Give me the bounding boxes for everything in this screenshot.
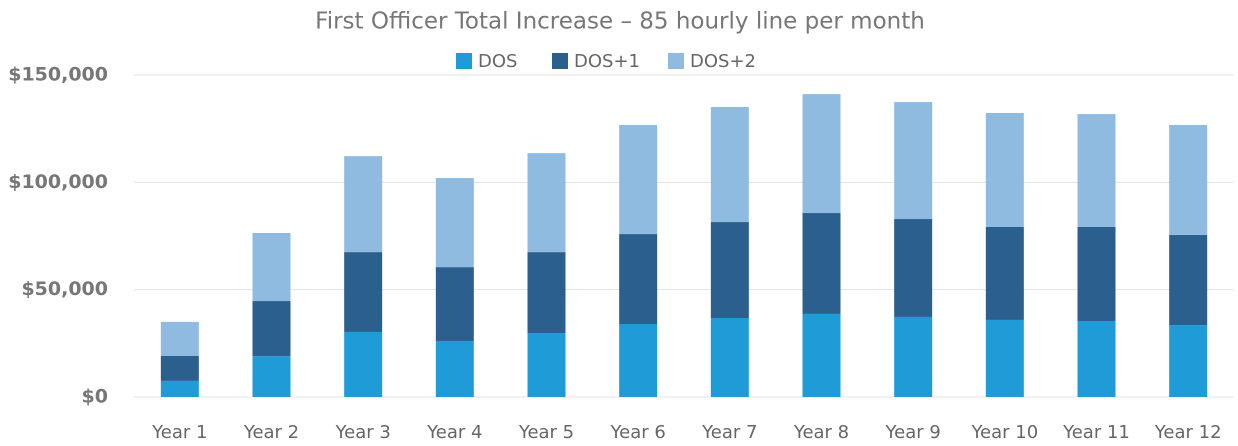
bar-segment — [985, 112, 1024, 227]
x-tick-label: Year 9 — [885, 422, 941, 443]
x-tick-label: Year 10 — [970, 422, 1038, 443]
legend-label: DOS — [478, 51, 517, 72]
bar-segment — [802, 313, 841, 397]
bar-segment — [710, 318, 749, 397]
x-tick-label: Year 12 — [1154, 422, 1222, 443]
bar-segment — [344, 252, 383, 332]
bar-segment — [160, 355, 199, 381]
bar-segment — [344, 331, 383, 397]
bar-segment — [710, 222, 749, 319]
y-tick-label: $150,000 — [8, 64, 108, 86]
x-tick-label: Year 11 — [1062, 422, 1130, 443]
legend-label: DOS+2 — [690, 51, 756, 72]
bar-segment — [160, 380, 199, 397]
bar-segment — [802, 94, 841, 214]
bar-segment — [1169, 325, 1208, 397]
bar-segment — [1169, 125, 1208, 235]
bar-segment — [252, 356, 291, 397]
bar-segment — [1077, 321, 1116, 397]
bar-segment — [344, 156, 383, 253]
bar-segment — [802, 213, 841, 314]
bar-segment — [894, 316, 933, 397]
x-tick-label: Year 8 — [793, 422, 849, 443]
bar-segment — [619, 324, 658, 397]
bar-segment — [435, 267, 474, 341]
legend-swatch — [668, 53, 684, 69]
x-tick-label: Year 5 — [518, 422, 574, 443]
bar-segment — [1169, 234, 1208, 326]
chart-title: First Officer Total Increase – 85 hourly… — [315, 9, 925, 35]
y-tick-label: $50,000 — [21, 278, 108, 300]
x-tick-label: Year 7 — [701, 422, 757, 443]
x-tick-label: Year 4 — [426, 422, 482, 443]
bar-segment — [527, 333, 566, 397]
bar-segment — [527, 153, 566, 253]
bar-segment — [894, 102, 933, 220]
legend-swatch — [552, 53, 568, 69]
bar-segment — [619, 125, 658, 235]
x-tick-label: Year 1 — [151, 422, 207, 443]
bar-segment — [435, 340, 474, 397]
legend-swatch — [456, 53, 472, 69]
x-tick-label: Year 3 — [335, 422, 391, 443]
bar-segment — [619, 234, 658, 325]
bar-segment — [985, 226, 1024, 320]
bar-segment — [985, 319, 1024, 397]
y-tick-label: $0 — [82, 386, 108, 408]
bar-segment — [252, 232, 291, 302]
bar-segment — [435, 178, 474, 268]
bar-segment — [710, 106, 749, 223]
bar-segment — [160, 321, 199, 356]
legend-label: DOS+1 — [574, 51, 640, 72]
x-tick-label: Year 2 — [243, 422, 299, 443]
y-tick-label: $100,000 — [8, 171, 108, 193]
bar-segment — [1077, 226, 1116, 322]
bar-segment — [894, 219, 933, 317]
bar-segment — [527, 252, 566, 334]
bar-segment — [1077, 114, 1116, 227]
bar-segment — [252, 301, 291, 357]
x-tick-label: Year 6 — [610, 422, 666, 443]
